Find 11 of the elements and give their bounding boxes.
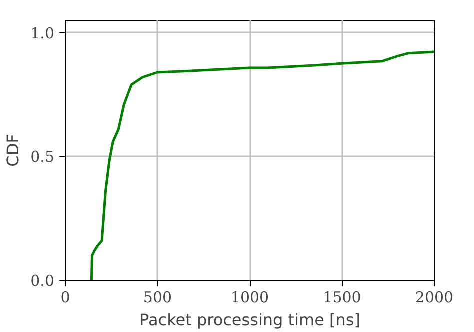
x-tick-label: 2000: [415, 288, 454, 306]
x-tick-label: 0: [60, 288, 70, 306]
y-axis-title: CDF: [4, 134, 23, 167]
x-tick-label: 1500: [323, 288, 362, 306]
y-tick-label: 0.5: [30, 148, 55, 166]
x-axis-title: Packet processing time [ns]: [140, 310, 360, 330]
line-series: [90, 50, 434, 280]
y-tick-label: 0.0: [30, 272, 55, 290]
x-tick-label: 500: [143, 288, 172, 306]
x-tick-label: 1000: [230, 288, 270, 306]
y-tick-label: 1.0: [30, 24, 55, 42]
